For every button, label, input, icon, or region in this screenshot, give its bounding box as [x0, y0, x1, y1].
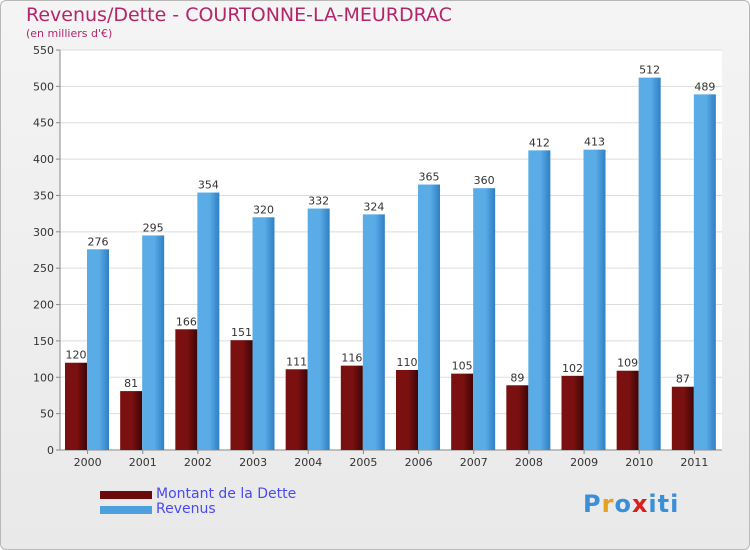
x-tick-label: 2004	[294, 456, 322, 469]
data-label-dette: 81	[124, 377, 138, 390]
data-label-revenus: 320	[253, 203, 274, 216]
bar-dette	[561, 375, 584, 450]
plot-area	[60, 50, 722, 450]
y-tick-label: 350	[33, 189, 54, 202]
x-tick-label: 2007	[460, 456, 488, 469]
bar-dette	[340, 365, 363, 450]
bar-revenus	[583, 149, 606, 451]
data-label-revenus: 512	[639, 64, 660, 77]
bar-dette	[65, 362, 87, 450]
logo-letter: i	[648, 490, 658, 518]
y-tick-label: 50	[40, 408, 54, 421]
logo-letter: x	[631, 490, 649, 518]
bar-dette	[175, 329, 198, 450]
x-tick-label: 2006	[405, 456, 433, 469]
bar-revenus	[197, 192, 220, 450]
logo-letter: r	[601, 490, 615, 518]
legend-label-revenus: Revenus	[156, 501, 216, 517]
chart-subtitle: (en milliers d'€)	[26, 27, 113, 40]
chart-title: Revenus/Dette - COURTONNE-LA-MEURDRAC	[26, 4, 452, 26]
y-tick-label: 550	[33, 44, 54, 57]
data-label-dette: 105	[452, 360, 473, 373]
y-tick-label: 400	[33, 153, 54, 166]
bar-revenus	[252, 217, 275, 450]
bar-revenus	[362, 214, 385, 450]
data-label-revenus: 412	[529, 136, 550, 149]
y-tick-label: 500	[33, 80, 54, 93]
bar-revenus	[638, 77, 661, 451]
bar-dette	[451, 373, 474, 450]
data-label-dette: 89	[510, 371, 524, 384]
bar-revenus	[87, 249, 109, 450]
x-tick-label: 2005	[349, 456, 377, 469]
y-tick-label: 300	[33, 226, 54, 239]
bar-dette	[396, 370, 418, 450]
data-label-dette: 166	[176, 315, 197, 328]
data-label-dette: 109	[617, 357, 638, 370]
data-label-revenus: 276	[88, 235, 109, 248]
y-tick-label: 100	[33, 371, 54, 384]
data-label-dette: 110	[397, 356, 418, 369]
logo-letter: o	[614, 490, 632, 518]
bar-dette	[506, 385, 529, 450]
y-tick-label: 0	[47, 444, 54, 457]
bar-revenus	[418, 184, 440, 450]
x-tick-label: 2001	[129, 456, 157, 469]
legend-swatch-revenus	[100, 506, 152, 514]
data-label-revenus: 360	[474, 174, 495, 187]
bar-dette	[230, 340, 253, 450]
data-label-revenus: 489	[694, 80, 715, 93]
x-tick-label: 2000	[74, 456, 102, 469]
data-label-revenus: 295	[143, 221, 164, 234]
x-tick-label: 2008	[515, 456, 543, 469]
data-label-dette: 120	[66, 349, 87, 362]
x-tick-label: 2009	[570, 456, 598, 469]
bar-revenus	[473, 188, 496, 450]
bar-revenus	[307, 208, 330, 450]
bar-dette	[285, 369, 308, 450]
data-label-revenus: 324	[363, 200, 384, 213]
legend-label-dette: Montant de la Dette	[156, 486, 297, 502]
proxiti-logo: Proxiti	[583, 490, 679, 518]
y-tick-label: 200	[33, 299, 54, 312]
data-label-dette: 111	[286, 355, 307, 368]
data-label-dette: 87	[676, 373, 690, 386]
x-tick-label: 2003	[239, 456, 267, 469]
bar-dette	[671, 386, 694, 450]
logo-letter: P	[583, 490, 602, 518]
data-label-dette: 102	[562, 362, 583, 375]
data-label-dette: 116	[341, 352, 362, 365]
y-tick-label: 450	[33, 117, 54, 130]
y-tick-label: 250	[33, 262, 54, 275]
bar-dette	[616, 370, 639, 450]
data-label-revenus: 332	[308, 195, 329, 208]
bar-dette	[120, 391, 143, 450]
logo-letter: t	[657, 490, 671, 518]
logo-letter: i	[670, 490, 680, 518]
bar-revenus	[693, 94, 716, 450]
legend-swatch-dette	[100, 491, 152, 499]
data-label-revenus: 413	[584, 136, 605, 149]
x-tick-label: 2010	[625, 456, 653, 469]
data-label-revenus: 354	[198, 179, 219, 192]
data-label-dette: 151	[231, 326, 252, 339]
x-tick-label: 2002	[184, 456, 212, 469]
y-tick-label: 150	[33, 335, 54, 348]
bar-revenus	[142, 235, 165, 450]
data-label-revenus: 365	[419, 171, 440, 184]
x-tick-label: 2011	[680, 456, 708, 469]
bar-revenus	[528, 150, 551, 450]
